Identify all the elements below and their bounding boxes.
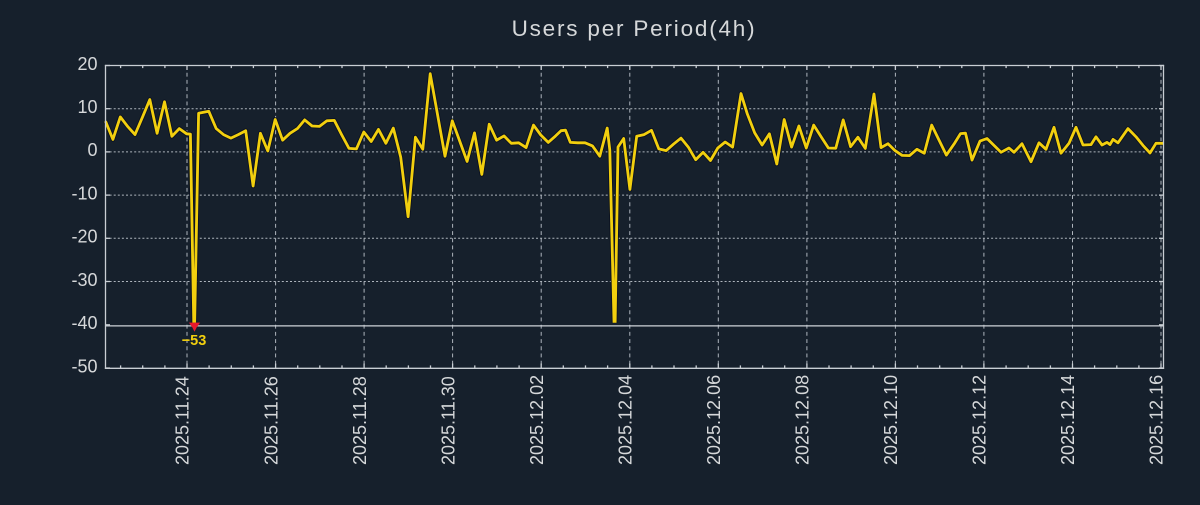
svg-text:-40: -40 [71,313,97,333]
svg-text:-10: -10 [71,183,97,203]
svg-text:2025.11.26: 2025.11.26 [261,376,281,465]
svg-text:2025.12.06: 2025.12.06 [704,375,724,465]
svg-text:Users per Period(4h): Users per Period(4h) [512,16,757,41]
svg-text:2025.12.02: 2025.12.02 [527,375,547,465]
svg-text:2025.11.30: 2025.11.30 [438,376,458,465]
svg-text:−53: −53 [182,333,207,349]
svg-text:2025.12.14: 2025.12.14 [1058,375,1078,465]
svg-text:2025.11.24: 2025.11.24 [173,376,193,465]
svg-text:-50: -50 [71,356,97,376]
svg-text:0: 0 [87,140,97,160]
svg-text:2025.12.16: 2025.12.16 [1147,375,1167,465]
svg-text:2025.12.10: 2025.12.10 [881,375,901,465]
svg-text:2025.11.28: 2025.11.28 [350,376,370,465]
svg-text:2025.12.12: 2025.12.12 [970,375,990,465]
svg-text:20: 20 [77,54,97,74]
svg-text:10: 10 [77,97,97,117]
svg-text:2025.12.08: 2025.12.08 [793,375,813,465]
svg-text:2025.12.04: 2025.12.04 [615,375,635,465]
svg-text:-20: -20 [71,227,97,247]
svg-text:-30: -30 [71,270,97,290]
